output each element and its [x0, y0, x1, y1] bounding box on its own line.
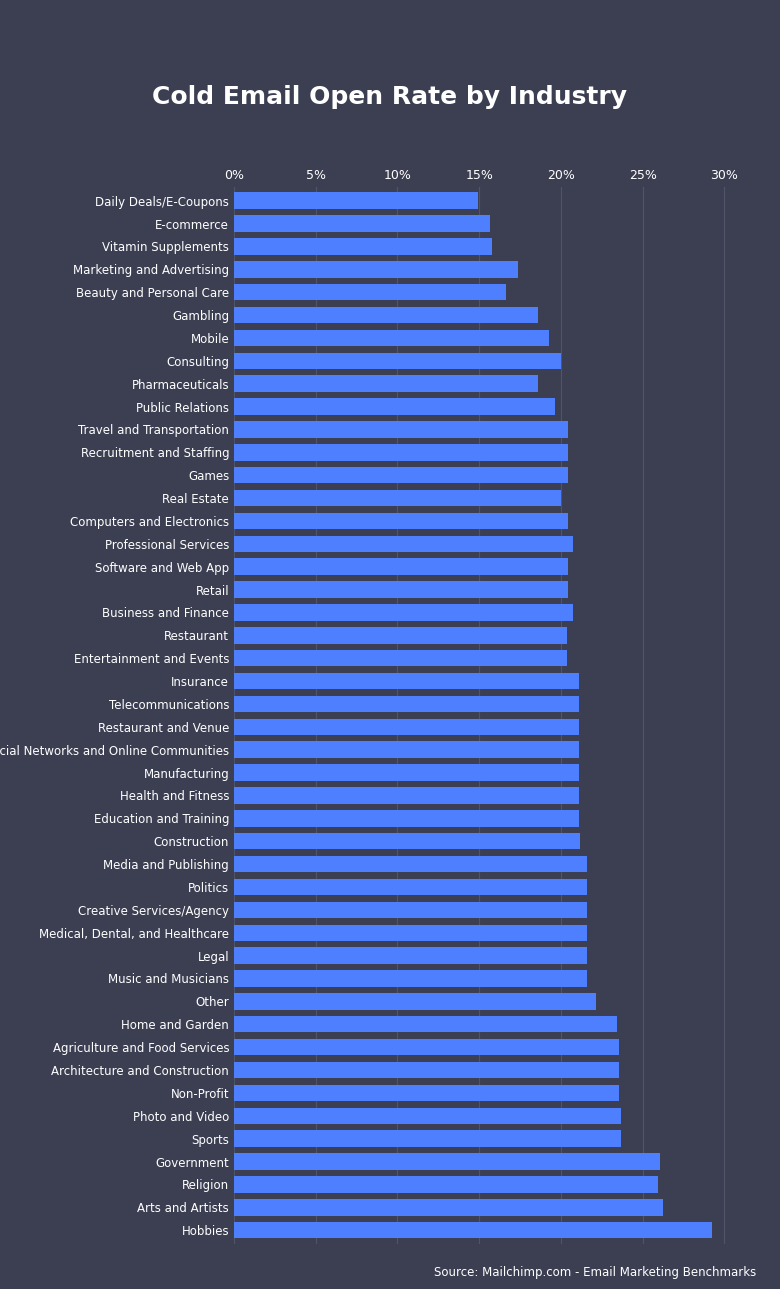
Bar	[234, 718, 579, 735]
Bar	[234, 741, 579, 758]
Bar	[234, 443, 568, 460]
Bar	[234, 993, 596, 1009]
Bar	[234, 422, 568, 438]
Bar	[234, 284, 506, 300]
Bar	[234, 1176, 658, 1192]
Bar	[234, 1039, 619, 1056]
Bar	[234, 1199, 663, 1216]
Bar	[234, 307, 537, 324]
Bar	[234, 809, 579, 826]
Bar	[234, 330, 549, 347]
Bar	[234, 879, 587, 896]
Bar	[234, 696, 579, 713]
Bar	[234, 947, 587, 964]
Bar	[234, 467, 568, 483]
Bar	[234, 513, 568, 530]
Bar	[234, 626, 567, 643]
Bar	[234, 1084, 619, 1101]
Bar	[234, 398, 555, 415]
Bar	[234, 605, 573, 621]
Bar	[234, 788, 579, 804]
Bar	[234, 833, 580, 849]
Bar	[234, 1062, 619, 1078]
Bar	[234, 215, 491, 232]
Bar	[234, 375, 537, 392]
Bar	[234, 1222, 712, 1239]
Text: Cold Email Open Rate by Industry: Cold Email Open Rate by Industry	[153, 85, 627, 108]
Bar	[234, 856, 587, 873]
Bar	[234, 238, 492, 255]
Bar	[234, 1016, 618, 1032]
Bar	[234, 535, 573, 552]
Bar	[234, 490, 561, 507]
Bar	[234, 1154, 660, 1169]
Bar	[234, 581, 568, 598]
Bar	[234, 558, 568, 575]
Bar	[234, 192, 478, 209]
Bar	[234, 262, 518, 277]
Text: Source: Mailchimp.com - Email Marketing Benchmarks: Source: Mailchimp.com - Email Marketing …	[434, 1266, 757, 1279]
Bar	[234, 901, 587, 918]
Bar	[234, 924, 587, 941]
Bar	[234, 1130, 621, 1147]
Bar	[234, 650, 567, 666]
Bar	[234, 673, 579, 690]
Bar	[234, 764, 579, 781]
Bar	[234, 971, 587, 987]
Bar	[234, 353, 561, 369]
Bar	[234, 1107, 621, 1124]
